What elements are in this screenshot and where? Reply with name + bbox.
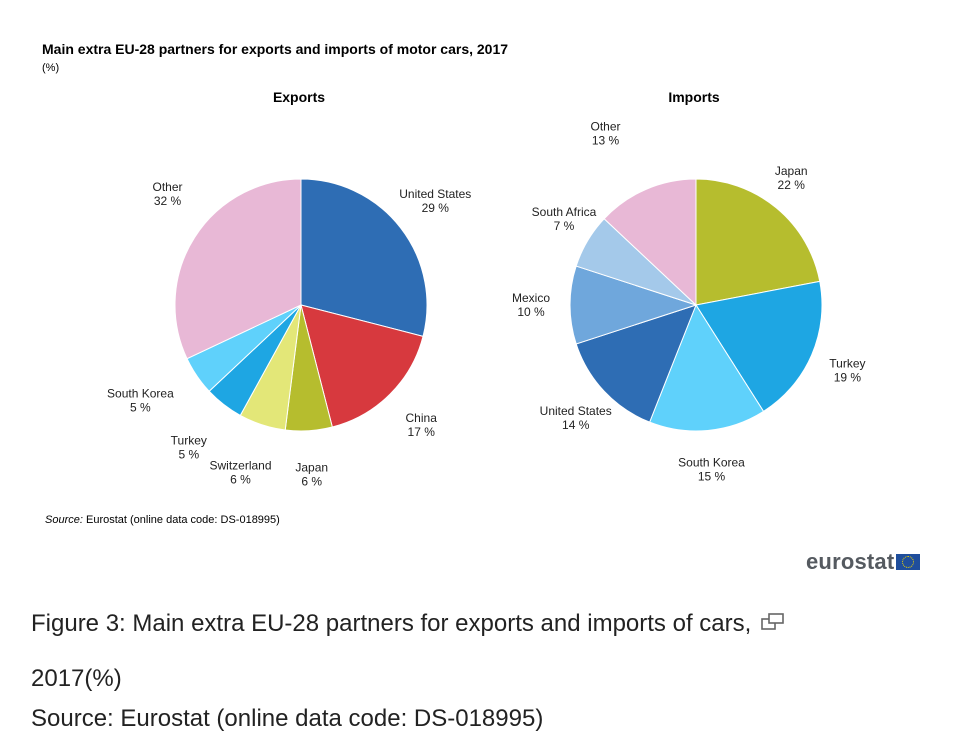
slice-category-label: United States [399, 187, 471, 201]
slice-category-label: Turkey [171, 433, 207, 447]
slice-label-mexico: Mexico 10 % [512, 291, 550, 319]
pie-slice-japan [695, 178, 821, 306]
logo-text: eurostat [806, 549, 895, 574]
slice-value-label: 17 % [408, 425, 436, 439]
pie-slice-mexico [569, 265, 698, 345]
caption-text: Figure 3: Main extra EU-28 partners for … [31, 610, 752, 637]
slice-value-label: 5 % [130, 401, 151, 415]
slice-label-south-korea: South Korea 5 % [107, 387, 174, 415]
figure-title: Main extra EU-28 partners for exports an… [42, 41, 509, 57]
slice-label-turkey: Turkey 19 % [829, 357, 865, 385]
slice-category-label: Other [590, 120, 620, 134]
pie-slice-other [603, 178, 697, 307]
slice-label-united-states: United States 14 % [540, 404, 612, 432]
pie-slice-turkey [695, 280, 823, 413]
slice-label-other: Other 32 % [152, 180, 182, 208]
expand-icon[interactable] [761, 598, 785, 652]
slice-value-label: 22 % [778, 178, 806, 192]
figure-caption: Figure 3: Main extra EU-28 partners for … [31, 597, 921, 706]
slice-value-label: 32 % [154, 194, 182, 208]
source-text: Eurostat (online data code: DS-018995) [85, 514, 280, 526]
slice-category-label: United States [540, 404, 612, 418]
slice-value-label: 5 % [178, 447, 199, 461]
slice-label-switzerland: Switzerland 6 % [209, 459, 271, 487]
pie-slice-china [300, 304, 424, 428]
source-prefix: Source: [45, 514, 83, 526]
slice-category-label: South Korea [107, 387, 174, 401]
pie-charts: United States 29 %China 17 %Japan 6 %Switze… [107, 120, 866, 489]
slice-category-label: Mexico [512, 291, 550, 305]
slice-value-label: 13 % [592, 134, 620, 148]
caption-source: Source: Eurostat (online data code: DS-0… [31, 705, 544, 732]
slice-value-label: 15 % [698, 469, 726, 483]
slice-value-label: 10 % [517, 305, 545, 319]
slice-label-japan: Japan 6 % [295, 461, 328, 489]
slice-value-label: 6 % [230, 473, 251, 487]
eurostat-logo: eurostat [806, 549, 921, 575]
exports-pie: United States 29 %China 17 %Japan 6 %Switze… [107, 178, 471, 489]
slice-category-label: South Korea [678, 455, 745, 469]
slice-category-label: Switzerland [209, 459, 271, 473]
slice-label-south-africa: South Africa 7 % [532, 205, 597, 233]
chart-source: Source: Eurostat (online data code: DS-0… [45, 514, 280, 526]
figure-unit: (%) [42, 62, 60, 74]
pie-slice-united-states [300, 178, 428, 337]
slice-value-label: 29 % [422, 201, 450, 215]
slice-category-label: Turkey [829, 357, 865, 371]
slice-category-label: Japan [775, 164, 808, 178]
slice-value-label: 7 % [554, 219, 575, 233]
slice-value-label: 6 % [301, 475, 322, 489]
slice-value-label: 14 % [562, 418, 590, 432]
slice-label-china: China 17 % [406, 411, 438, 439]
imports-pie: Japan 22 % Turkey 19 % South Korea 15 % United… [512, 120, 866, 484]
slice-category-label: Other [152, 180, 182, 194]
slice-label-other: Other 13 % [590, 120, 620, 148]
eu-flag-icon [896, 554, 921, 570]
slice-category-label: South Africa [532, 205, 597, 219]
slice-label-turkey: Turkey 5 % [171, 433, 207, 461]
pie-slice-south-korea [648, 303, 765, 432]
slice-value-label: 19 % [834, 371, 862, 385]
imports-chart-title: Imports [668, 89, 720, 105]
slice-label-japan: Japan 22 % [775, 164, 808, 192]
exports-chart-title: Exports [272, 89, 326, 105]
slice-label-south-korea: South Korea 15 % [678, 455, 745, 483]
slice-category-label: Japan [295, 461, 328, 475]
pie-slice-other [174, 178, 302, 360]
slice-label-united-states: United States 29 % [399, 187, 471, 215]
caption-text-continued: 2017(%) [31, 664, 122, 692]
slice-category-label: China [406, 411, 438, 425]
